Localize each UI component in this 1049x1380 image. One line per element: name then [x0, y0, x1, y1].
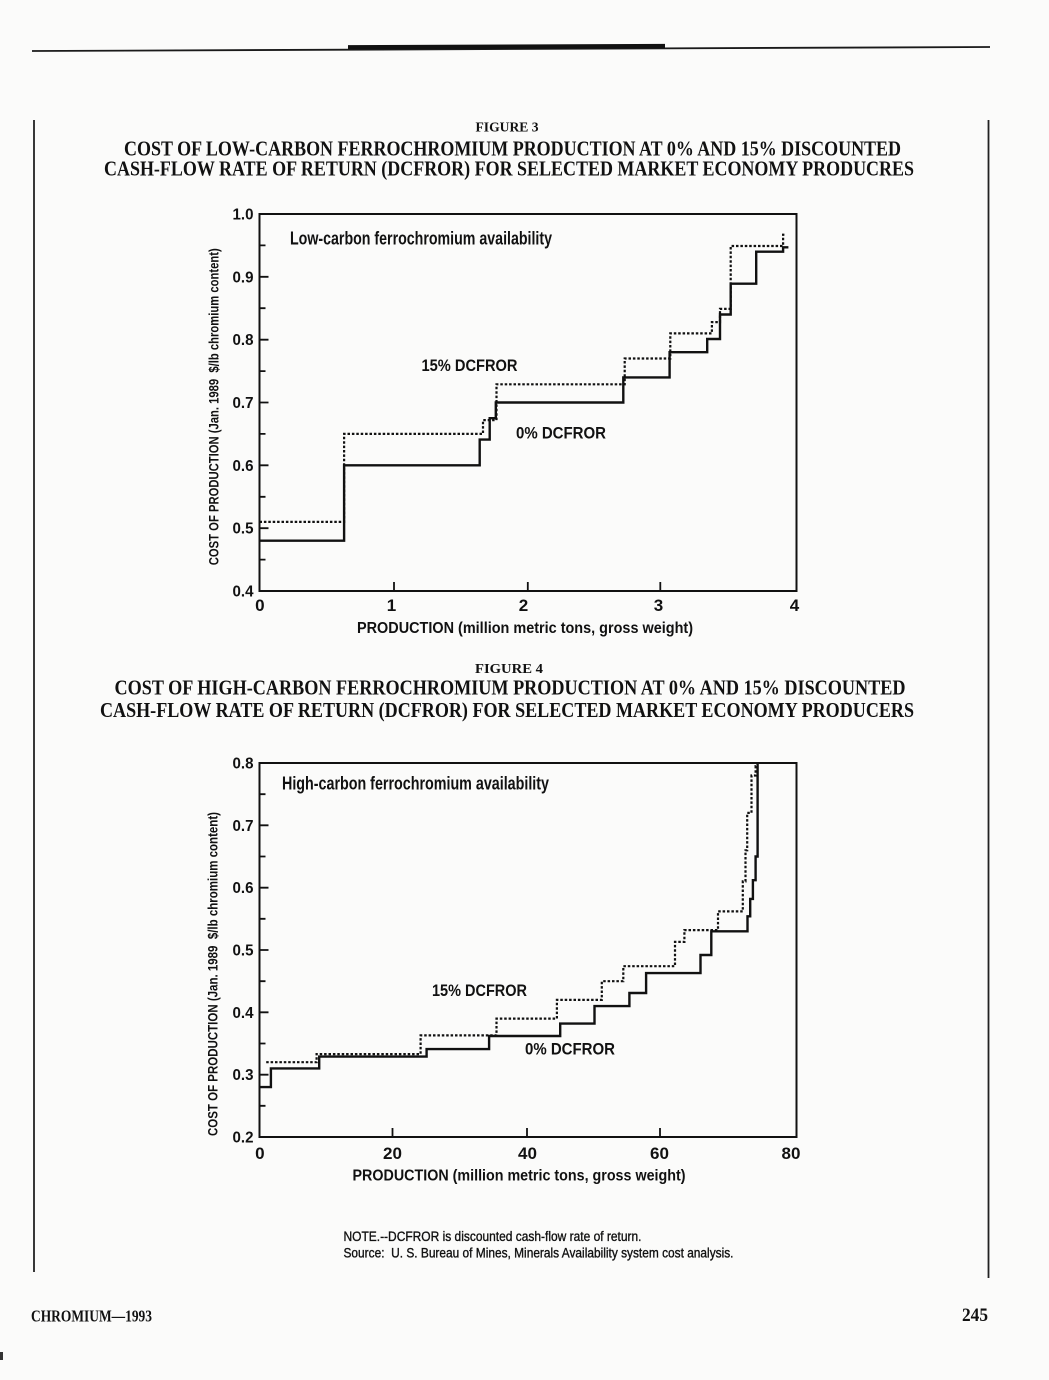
- svg-text:40: 40: [518, 1144, 537, 1163]
- svg-text:0.9: 0.9: [233, 269, 254, 286]
- svg-text:High-carbon ferrochromium avai: High-carbon ferrochromium availability: [282, 774, 549, 794]
- svg-text:0.4: 0.4: [233, 584, 254, 601]
- svg-text:COST OF LOW-CARBON FERROCHROMI: COST OF LOW-CARBON FERROCHROMIUM PRODUCT…: [124, 137, 901, 161]
- svg-text:FIGURE 4: FIGURE 4: [475, 662, 543, 677]
- svg-text:1: 1: [387, 596, 396, 615]
- svg-text:245: 245: [962, 1305, 988, 1326]
- svg-text:15% DCFROR: 15% DCFROR: [432, 981, 527, 1000]
- svg-text:1.0: 1.0: [233, 207, 254, 224]
- svg-text:4: 4: [790, 596, 800, 615]
- svg-text:0.6: 0.6: [233, 880, 254, 897]
- svg-text:0.7: 0.7: [233, 395, 254, 412]
- svg-text:0.6: 0.6: [233, 458, 254, 475]
- svg-text:FIGURE 3: FIGURE 3: [476, 121, 539, 136]
- svg-text:2: 2: [519, 596, 528, 615]
- svg-text:60: 60: [650, 1144, 669, 1163]
- svg-text:3: 3: [654, 596, 663, 615]
- svg-text:PRODUCTION (million metric ton: PRODUCTION (million metric tons, gross w…: [353, 1168, 686, 1185]
- svg-text:COST OF PRODUCTION (Jan. 1989: COST OF PRODUCTION (Jan. 1989 $/lb chrom…: [206, 248, 222, 565]
- svg-text:20: 20: [383, 1144, 402, 1163]
- svg-text:0.8: 0.8: [233, 332, 254, 349]
- svg-text:COST OF PRODUCTION (Jan. 1989: COST OF PRODUCTION (Jan. 1989 $/lb chrom…: [205, 812, 221, 1136]
- svg-text:CHROMIUM—1993: CHROMIUM—1993: [31, 1307, 152, 1326]
- svg-text:NOTE.--DCFROR is discounted ca: NOTE.--DCFROR is discounted cash-flow ra…: [344, 1229, 642, 1244]
- svg-text:0.8: 0.8: [233, 756, 254, 773]
- svg-text:0.2: 0.2: [233, 1130, 254, 1147]
- svg-text:80: 80: [782, 1144, 801, 1163]
- svg-text:0% DCFROR: 0% DCFROR: [525, 1040, 615, 1059]
- svg-text:PRODUCTION (million metric ton: PRODUCTION (million metric tons, gross w…: [357, 620, 693, 637]
- svg-text:0.5: 0.5: [233, 521, 254, 538]
- svg-text:CASH-FLOW RATE OF RETURN (DCFR: CASH-FLOW RATE OF RETURN (DCFROR) FOR SE…: [104, 157, 914, 181]
- svg-text:CASH-FLOW RATE OF RETURN (DCFR: CASH-FLOW RATE OF RETURN (DCFROR) FOR SE…: [100, 698, 914, 722]
- svg-text:Source: U. S. Bureau of Mines: Source: U. S. Bureau of Mines, Minerals …: [344, 1246, 734, 1261]
- svg-text:0: 0: [255, 596, 264, 615]
- svg-text:0.3: 0.3: [233, 1067, 254, 1084]
- svg-text:15% DCFROR: 15% DCFROR: [422, 356, 518, 375]
- svg-text:Low-carbon ferrochromium avail: Low-carbon ferrochromium availability: [290, 228, 552, 248]
- svg-text:0.5: 0.5: [233, 943, 254, 960]
- svg-text:0% DCFROR: 0% DCFROR: [516, 424, 606, 443]
- svg-text:0: 0: [255, 1144, 264, 1163]
- svg-text:COST OF HIGH-CARBON FERROCHROM: COST OF HIGH-CARBON FERROCHROMIUM PRODUC…: [115, 676, 906, 700]
- svg-text:0.7: 0.7: [233, 818, 254, 835]
- svg-text:0.4: 0.4: [233, 1005, 254, 1022]
